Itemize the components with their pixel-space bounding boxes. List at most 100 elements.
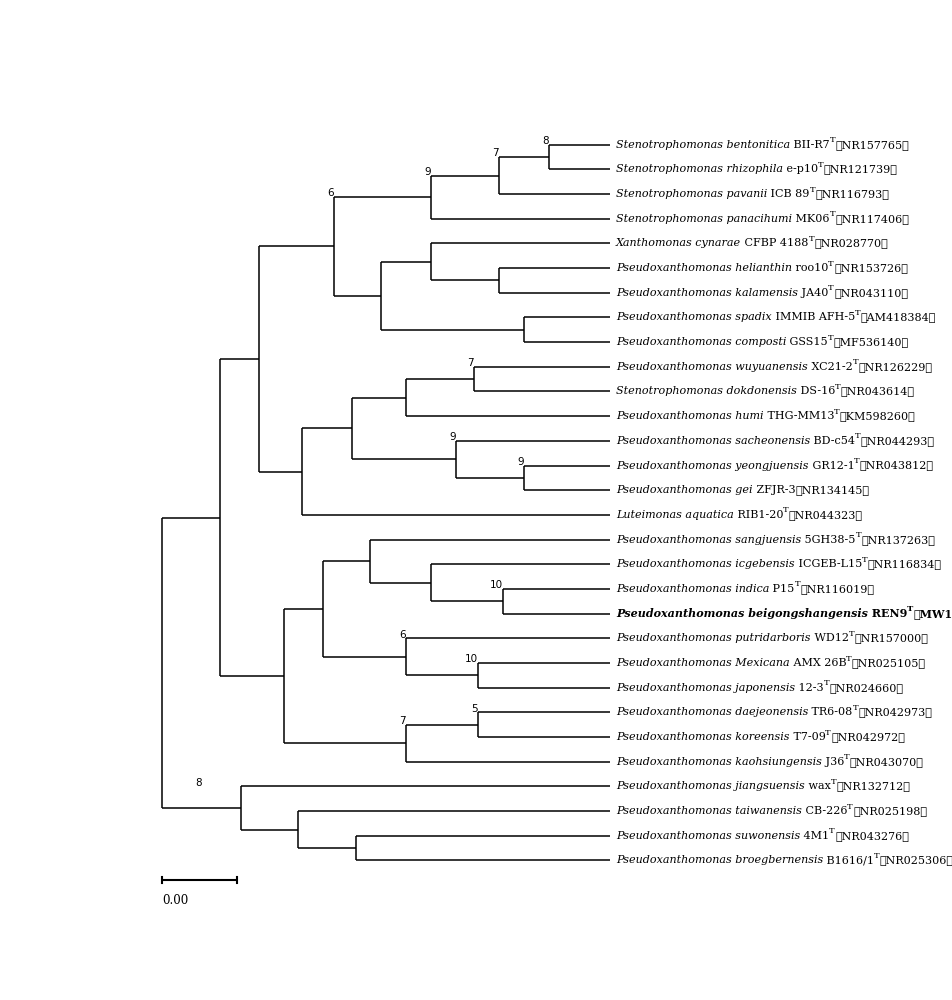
Text: 9: 9 <box>449 432 456 442</box>
Text: 4M1: 4M1 <box>800 831 828 841</box>
Text: RIB1-20: RIB1-20 <box>733 510 783 520</box>
Text: （NR024660）: （NR024660） <box>828 683 902 693</box>
Text: T: T <box>854 309 860 317</box>
Text: （MF536140）: （MF536140） <box>833 337 908 347</box>
Text: （NR044293）: （NR044293） <box>860 436 934 446</box>
Text: T: T <box>818 161 823 169</box>
Text: Xanthomonas cynarae: Xanthomonas cynarae <box>615 238 741 248</box>
Text: （NR025198）: （NR025198） <box>852 806 926 816</box>
Text: （NR116834）: （NR116834） <box>866 559 941 569</box>
Text: MK06: MK06 <box>791 214 828 224</box>
Text: REN9: REN9 <box>867 608 906 619</box>
Text: B1616/1: B1616/1 <box>823 855 873 865</box>
Text: ICB 89: ICB 89 <box>766 189 809 199</box>
Text: Pseudoxanthomonas sangjuensis: Pseudoxanthomonas sangjuensis <box>615 535 801 545</box>
Text: ICGEB-L15: ICGEB-L15 <box>794 559 861 569</box>
Text: Pseudoxanthomonas broegbernensis: Pseudoxanthomonas broegbernensis <box>615 855 823 865</box>
Text: 10: 10 <box>464 654 477 664</box>
Text: T: T <box>846 803 852 811</box>
Text: XC21-2: XC21-2 <box>807 362 852 372</box>
Text: IMMIB AFH-5: IMMIB AFH-5 <box>771 312 854 322</box>
Text: （NR153726）: （NR153726） <box>833 263 907 273</box>
Text: CB-226: CB-226 <box>801 806 846 816</box>
Text: 5GH38-5: 5GH38-5 <box>801 535 855 545</box>
Text: TR6-08: TR6-08 <box>807 707 852 717</box>
Text: T: T <box>834 383 840 391</box>
Text: Pseudoxanthomonas koreensis: Pseudoxanthomonas koreensis <box>615 732 788 742</box>
Text: T7-09: T7-09 <box>788 732 824 742</box>
Text: （NR157000）: （NR157000） <box>853 633 927 643</box>
Text: Pseudoxanthomonas suwonensis: Pseudoxanthomonas suwonensis <box>615 831 800 841</box>
Text: T: T <box>845 655 851 663</box>
Text: Pseudoxanthomonas Mexicana: Pseudoxanthomonas Mexicana <box>615 658 789 668</box>
Text: Pseudoxanthomonas helianthin: Pseudoxanthomonas helianthin <box>615 263 791 273</box>
Text: Pseudoxanthomonas gei: Pseudoxanthomonas gei <box>615 485 752 495</box>
Text: Pseudoxanthomonas japonensis: Pseudoxanthomonas japonensis <box>615 683 794 693</box>
Text: T: T <box>854 432 860 440</box>
Text: T: T <box>824 729 830 737</box>
Text: 9: 9 <box>517 457 524 467</box>
Text: Pseudoxanthomonas putridarboris: Pseudoxanthomonas putridarboris <box>615 633 810 643</box>
Text: P15: P15 <box>768 584 794 594</box>
Text: （KM598260）: （KM598260） <box>839 411 915 421</box>
Text: T: T <box>853 457 859 465</box>
Text: Stenotrophomonas bentonitica: Stenotrophomonas bentonitica <box>615 140 789 150</box>
Text: T: T <box>833 408 839 416</box>
Text: （NR126229）: （NR126229） <box>857 362 931 372</box>
Text: （NR116793）: （NR116793） <box>815 189 888 199</box>
Text: （NR134145）: （NR134145） <box>794 485 868 495</box>
Text: Pseudoxanthomonas indica: Pseudoxanthomonas indica <box>615 584 768 594</box>
Text: GR12-1: GR12-1 <box>807 461 853 471</box>
Text: （AM418384）: （AM418384） <box>860 312 935 322</box>
Text: （MW187782）: （MW187782） <box>913 608 952 619</box>
Text: T: T <box>843 753 849 761</box>
Text: 7: 7 <box>492 148 499 158</box>
Text: （NR044323）: （NR044323） <box>788 510 862 520</box>
Text: e-p10: e-p10 <box>783 164 818 174</box>
Text: T: T <box>828 827 834 835</box>
Text: T: T <box>794 580 800 588</box>
Text: Pseudoxanthomonas humi: Pseudoxanthomonas humi <box>615 411 763 421</box>
Text: 10: 10 <box>489 580 503 590</box>
Text: （NR043614）: （NR043614） <box>840 386 914 396</box>
Text: T: T <box>827 334 833 342</box>
Text: （NR043070）: （NR043070） <box>849 757 922 767</box>
Text: Stenotrophomonas dokdonensis: Stenotrophomonas dokdonensis <box>615 386 796 396</box>
Text: Stenotrophomonas rhizophila: Stenotrophomonas rhizophila <box>615 164 783 174</box>
Text: CFBP 4188: CFBP 4188 <box>741 238 807 248</box>
Text: T: T <box>852 358 857 366</box>
Text: roo10: roo10 <box>791 263 827 273</box>
Text: （NR121739）: （NR121739） <box>823 164 897 174</box>
Text: ZFJR-3: ZFJR-3 <box>752 485 794 495</box>
Text: T: T <box>809 186 815 194</box>
Text: （NR043812）: （NR043812） <box>859 461 933 471</box>
Text: DS-16: DS-16 <box>796 386 834 396</box>
Text: 7: 7 <box>399 716 406 726</box>
Text: 9: 9 <box>424 167 430 177</box>
Text: T: T <box>827 260 833 268</box>
Text: T: T <box>852 704 858 712</box>
Text: 6: 6 <box>399 630 406 640</box>
Text: Pseudoxanthomonas daejeonensis: Pseudoxanthomonas daejeonensis <box>615 707 807 717</box>
Text: 0.00: 0.00 <box>162 894 188 907</box>
Text: （NR043276）: （NR043276） <box>834 831 908 841</box>
Text: Pseudoxanthomonas taiwanensis: Pseudoxanthomonas taiwanensis <box>615 806 801 816</box>
Text: AMX 26B: AMX 26B <box>789 658 845 668</box>
Text: BII-R7: BII-R7 <box>789 140 829 150</box>
Text: Pseudoxanthomonas wuyuanensis: Pseudoxanthomonas wuyuanensis <box>615 362 807 372</box>
Text: Pseudoxanthomonas kalamensis: Pseudoxanthomonas kalamensis <box>615 288 797 298</box>
Text: T: T <box>823 679 828 687</box>
Text: THG-MM13: THG-MM13 <box>763 411 833 421</box>
Text: 6: 6 <box>327 188 334 198</box>
Text: BD-c54: BD-c54 <box>809 436 854 446</box>
Text: （NR028770）: （NR028770） <box>813 238 887 248</box>
Text: （NR042973）: （NR042973） <box>858 707 931 717</box>
Text: T: T <box>847 630 853 638</box>
Text: Pseudoxanthomonas composti: Pseudoxanthomonas composti <box>615 337 785 347</box>
Text: J36: J36 <box>821 757 843 767</box>
Text: JA40: JA40 <box>797 288 827 298</box>
Text: （NR042972）: （NR042972） <box>830 732 904 742</box>
Text: wax: wax <box>803 781 830 791</box>
Text: Pseudoxanthomonas spadix: Pseudoxanthomonas spadix <box>615 312 771 322</box>
Text: （NR116019）: （NR116019） <box>800 584 873 594</box>
